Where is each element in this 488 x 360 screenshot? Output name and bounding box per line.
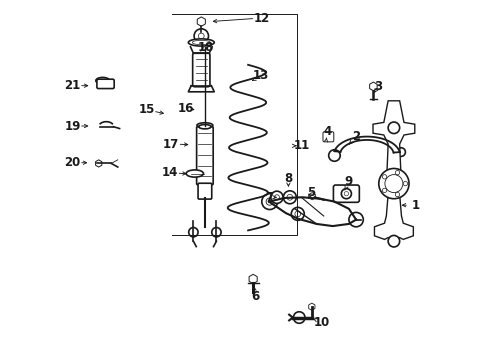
Circle shape [384,175,402,193]
Circle shape [378,168,408,199]
Circle shape [270,191,283,203]
Circle shape [382,175,386,179]
Text: 9: 9 [344,175,352,188]
Text: 3: 3 [374,80,382,93]
Text: 13: 13 [252,69,268,82]
Ellipse shape [199,125,211,129]
Text: 18: 18 [197,41,214,54]
Text: 4: 4 [323,125,331,138]
Circle shape [394,192,399,197]
Circle shape [194,29,208,43]
Text: 14: 14 [162,166,178,179]
Text: 1: 1 [410,199,419,212]
Ellipse shape [197,123,212,128]
FancyBboxPatch shape [97,79,114,89]
Circle shape [293,312,305,323]
Text: 6: 6 [251,291,259,303]
Circle shape [283,191,296,204]
Ellipse shape [186,170,203,177]
Ellipse shape [96,77,109,84]
Circle shape [188,228,198,237]
Circle shape [396,148,405,156]
FancyBboxPatch shape [333,185,359,202]
Text: 19: 19 [64,120,81,132]
Circle shape [387,122,399,134]
Text: 11: 11 [293,139,309,152]
Circle shape [382,188,386,193]
Circle shape [387,235,399,247]
Circle shape [403,181,407,186]
Circle shape [274,195,279,200]
FancyBboxPatch shape [198,183,211,199]
Text: 20: 20 [64,156,81,169]
Text: 15: 15 [138,103,154,116]
Text: 16: 16 [178,102,194,114]
Polygon shape [372,101,414,239]
Circle shape [291,207,304,220]
Circle shape [328,150,340,161]
Circle shape [341,189,351,199]
Circle shape [286,194,292,200]
Text: 8: 8 [284,172,292,185]
FancyBboxPatch shape [322,132,333,142]
Text: 12: 12 [253,12,269,24]
Text: 5: 5 [306,186,315,199]
Ellipse shape [192,40,210,45]
Text: 10: 10 [313,316,329,329]
Circle shape [261,194,277,210]
FancyBboxPatch shape [196,127,213,185]
Circle shape [265,198,273,205]
Text: 17: 17 [163,138,179,150]
Ellipse shape [188,39,214,46]
Text: 7: 7 [264,191,272,204]
Text: 2: 2 [351,130,360,143]
FancyBboxPatch shape [192,53,209,87]
Text: 21: 21 [64,79,81,92]
Circle shape [394,171,399,175]
Circle shape [344,192,348,196]
Circle shape [348,212,363,227]
Circle shape [294,211,300,217]
Circle shape [211,228,221,237]
Circle shape [198,33,204,39]
